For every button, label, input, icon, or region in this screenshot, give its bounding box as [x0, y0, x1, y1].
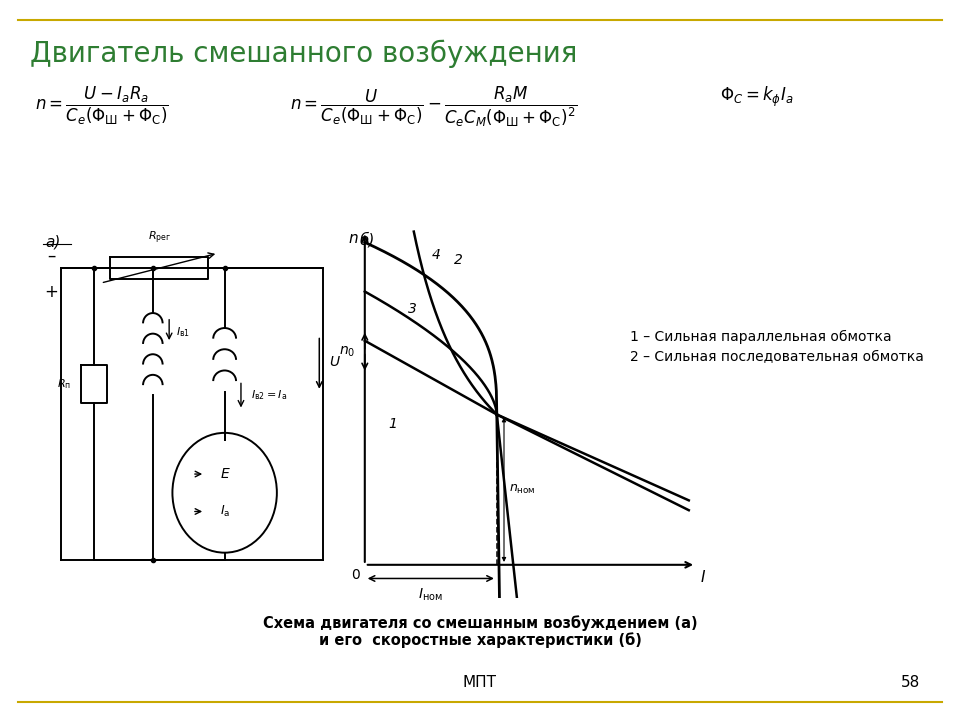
Text: $n = \dfrac{U - I_a R_a}{C_e(\Phi_{\rm Ш} + \Phi_{\rm С})}$: $n = \dfrac{U - I_a R_a}{C_e(\Phi_{\rm Ш… — [35, 85, 169, 127]
Text: 2: 2 — [454, 253, 463, 267]
Text: 1: 1 — [389, 417, 397, 431]
Text: $R_{\rm рег}$: $R_{\rm рег}$ — [148, 229, 171, 246]
Text: –: – — [47, 246, 56, 264]
Text: n: n — [348, 231, 357, 246]
Text: E: E — [220, 467, 229, 481]
Text: $n = \dfrac{U}{C_e(\Phi_{\rm Ш} + \Phi_{\rm С})} - \dfrac{R_a M}{C_e C_M (\Phi_{: $n = \dfrac{U}{C_e(\Phi_{\rm Ш} + \Phi_{… — [290, 85, 577, 130]
Text: 3: 3 — [408, 302, 417, 316]
Text: I: I — [701, 570, 706, 585]
Text: Схема двигателя со смешанным возбуждением (а): Схема двигателя со смешанным возбуждение… — [263, 615, 697, 631]
Text: б): б) — [360, 231, 375, 247]
Text: Двигатель смешанного возбуждения: Двигатель смешанного возбуждения — [30, 40, 577, 68]
Text: $I_{\rm в1}$: $I_{\rm в1}$ — [176, 325, 190, 338]
Text: $I_{\rm a}$: $I_{\rm a}$ — [220, 504, 229, 519]
Text: $\Phi_C = k_\phi I_a$: $\Phi_C = k_\phi I_a$ — [720, 85, 793, 109]
Text: U: U — [329, 355, 339, 369]
Text: $I_{\rm в2} = I_{\rm a}$: $I_{\rm в2} = I_{\rm a}$ — [251, 389, 287, 402]
Text: и его  скоростные характеристики (б): и его скоростные характеристики (б) — [319, 632, 641, 648]
Text: 58: 58 — [900, 675, 920, 690]
Text: $n_0$: $n_0$ — [339, 344, 355, 359]
Text: +: + — [45, 283, 59, 301]
Text: 4: 4 — [432, 248, 441, 262]
Text: 2 – Сильная последовательная обмотка: 2 – Сильная последовательная обмотка — [630, 350, 924, 364]
Text: МПТ: МПТ — [463, 675, 497, 690]
Text: $n_{\rm ном}$: $n_{\rm ном}$ — [509, 483, 536, 496]
Text: 0: 0 — [351, 567, 360, 582]
Text: $R_{\rm п}$: $R_{\rm п}$ — [58, 377, 71, 391]
Text: 1 – Сильная параллельная обмотка: 1 – Сильная параллельная обмотка — [630, 330, 892, 344]
Text: а): а) — [45, 235, 60, 249]
Text: $I_{\rm ном}$: $I_{\rm ном}$ — [419, 587, 444, 603]
